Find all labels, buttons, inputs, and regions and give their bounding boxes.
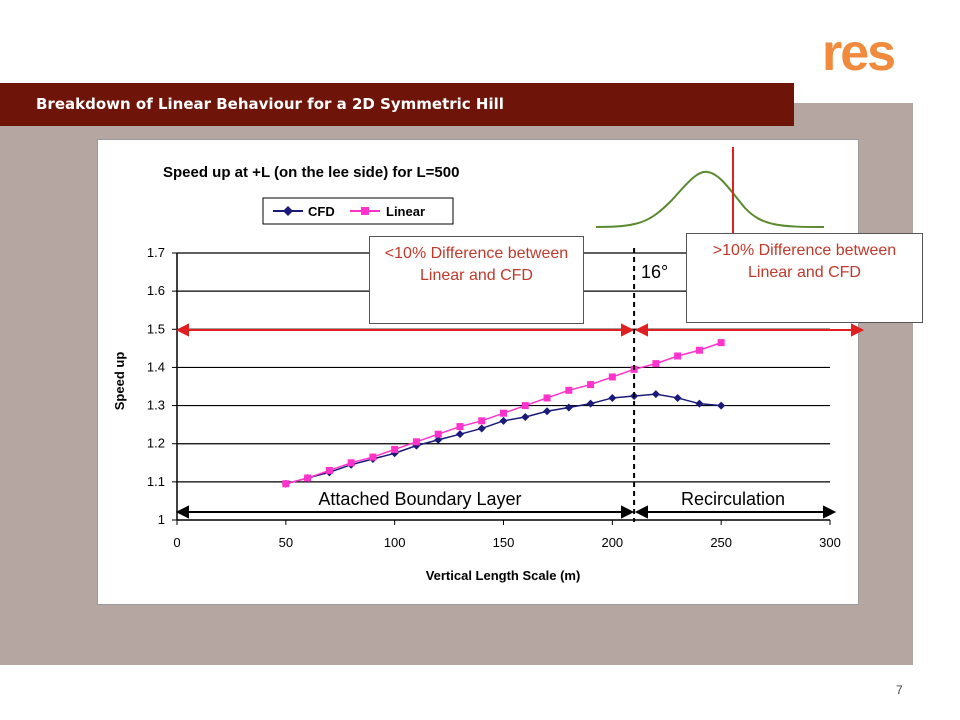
y-tick-label: 1.1 xyxy=(147,474,165,489)
point-cfd xyxy=(455,430,464,439)
y-tick-label: 1.3 xyxy=(147,398,165,413)
x-tick-label: 150 xyxy=(493,535,515,550)
point-linear xyxy=(500,409,507,417)
legend-linear-label: Linear xyxy=(386,204,425,219)
series-line-cfd xyxy=(285,393,722,485)
point-cfd xyxy=(564,403,573,412)
point-linear xyxy=(717,339,725,347)
legend-cfd-label: CFD xyxy=(308,204,335,219)
point-cfd xyxy=(586,399,595,408)
point-linear xyxy=(478,417,486,425)
point-cfd xyxy=(695,399,704,408)
x-axis-label: Vertical Length Scale (m) xyxy=(426,568,581,583)
series xyxy=(281,339,726,488)
point-linear xyxy=(652,360,660,368)
point-linear xyxy=(695,346,703,354)
title-bar: Breakdown of Linear Behaviour for a 2D S… xyxy=(0,83,794,126)
point-linear xyxy=(674,352,682,360)
x-tick-label: 300 xyxy=(819,535,841,550)
point-cfd xyxy=(543,407,552,416)
black-arrows xyxy=(175,505,837,519)
point-cfd xyxy=(477,424,486,433)
point-cfd xyxy=(651,390,660,399)
point-cfd xyxy=(434,435,443,444)
point-linear xyxy=(456,423,464,431)
y-tick-label: 1.2 xyxy=(147,436,165,451)
point-linear xyxy=(521,402,529,410)
point-linear xyxy=(608,373,616,381)
left-callout: <10% Difference between Linear and CFD xyxy=(369,236,584,324)
point-cfd xyxy=(717,401,726,410)
point-cfd xyxy=(521,413,530,422)
attached-label: Attached Boundary Layer xyxy=(318,489,521,509)
point-linear xyxy=(543,394,551,402)
y-tick-label: 1.5 xyxy=(147,321,165,336)
hill-curve xyxy=(595,170,825,228)
axes: 1 1.1 1.2 1.3 1.4 1.5 1.6 1.7 0 50 100 150 200 250 300 xyxy=(147,245,841,550)
page-number: 7 xyxy=(896,683,903,697)
chart-legend: CFD Linear xyxy=(262,197,454,225)
x-tick-label: 200 xyxy=(601,535,623,550)
point-linear xyxy=(369,453,377,461)
x-tick-label: 50 xyxy=(279,535,293,550)
point-linear xyxy=(565,386,573,394)
right-callout: >10% Difference between Linear and CFD xyxy=(686,233,923,323)
y-tick-label: 1.6 xyxy=(147,283,165,298)
red-arrows xyxy=(175,323,865,337)
point-cfd xyxy=(499,416,508,425)
point-linear xyxy=(282,480,290,488)
point-linear xyxy=(347,459,355,467)
x-tick-label: 0 xyxy=(173,535,180,550)
point-linear xyxy=(304,474,312,482)
legend-linear-marker xyxy=(361,207,369,215)
point-linear xyxy=(434,430,442,438)
right-callout-text: >10% Difference between Linear and CFD xyxy=(712,242,897,282)
angle-label: 16° xyxy=(641,262,668,282)
y-axis-label: Speed up xyxy=(112,352,127,411)
y-tick-label: 1.7 xyxy=(147,245,165,260)
svg-text:res: res xyxy=(822,24,894,82)
point-cfd xyxy=(608,393,617,402)
y-tick-label: 1.4 xyxy=(147,359,165,374)
res-logo: res xyxy=(822,24,896,82)
recirculation-label: Recirculation xyxy=(681,489,785,509)
legend-cfd-marker xyxy=(283,206,293,216)
y-tick-label: 1 xyxy=(158,512,165,527)
left-callout-text: <10% Difference between Linear and CFD xyxy=(384,245,569,285)
point-linear xyxy=(587,381,595,389)
point-linear xyxy=(412,438,420,446)
point-linear xyxy=(391,445,399,453)
point-linear xyxy=(325,466,333,474)
slide-title: Breakdown of Linear Behaviour for a 2D S… xyxy=(36,95,504,113)
x-tick-label: 250 xyxy=(710,535,732,550)
point-cfd xyxy=(673,393,682,402)
chart-title: Speed up at +L (on the lee side) for L=5… xyxy=(163,164,459,181)
x-tick-label: 100 xyxy=(384,535,406,550)
